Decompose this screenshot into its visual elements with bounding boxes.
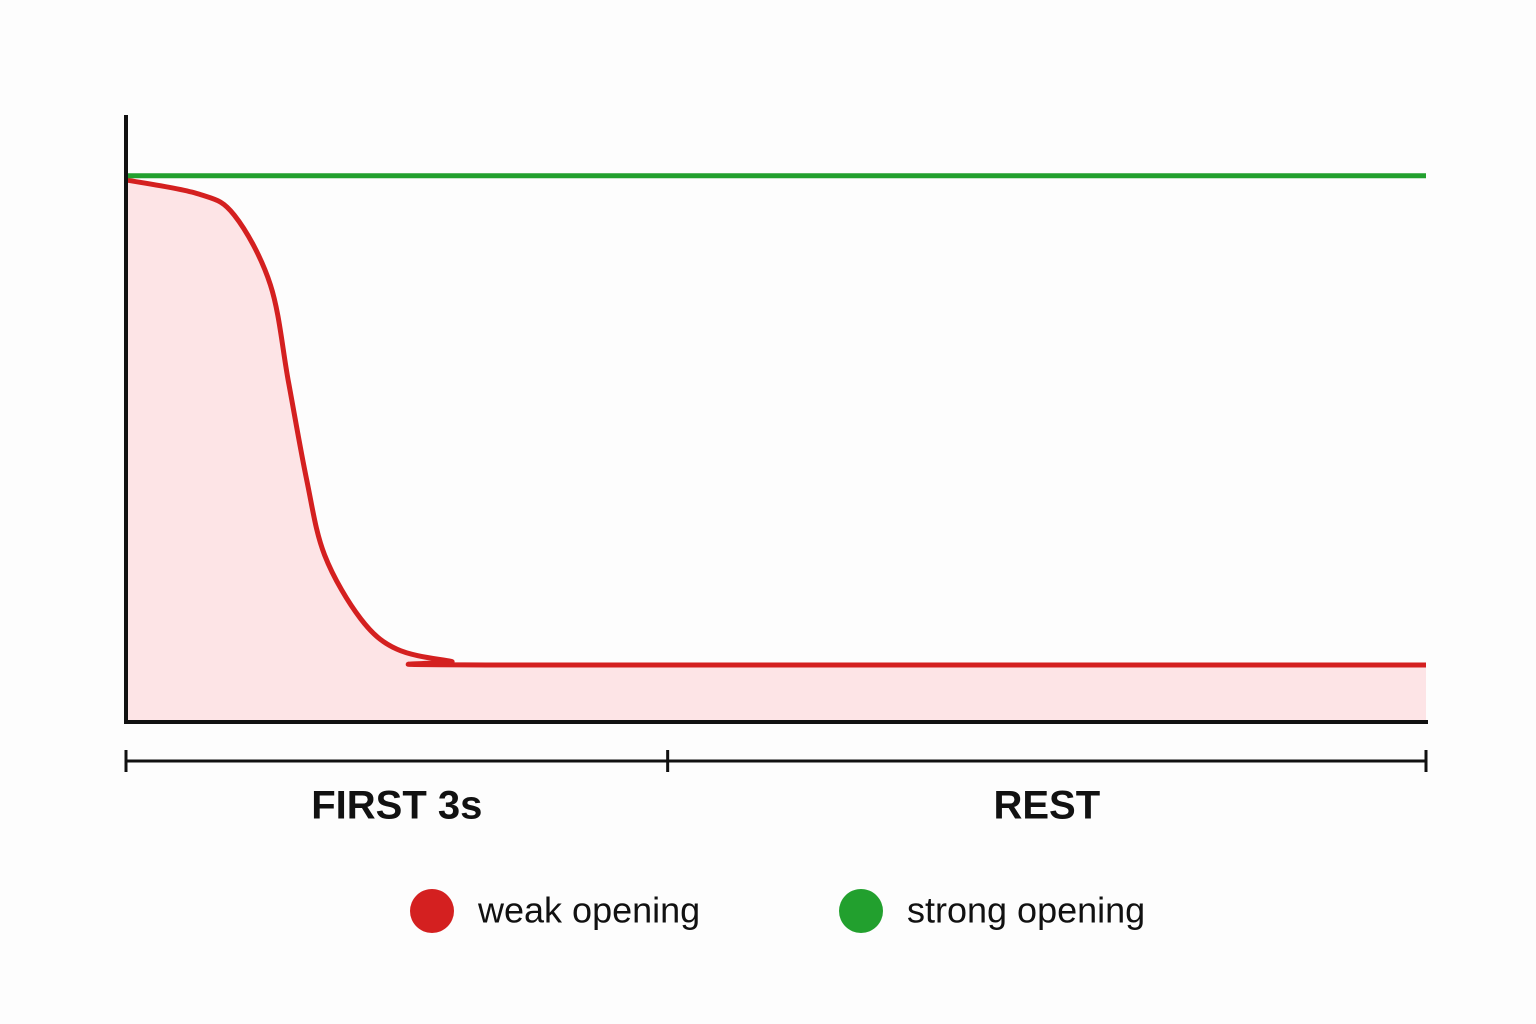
segment-label: FIRST 3s (311, 784, 482, 828)
segment-label: REST (993, 784, 1100, 828)
area (126, 179, 1426, 723)
line (125, 177, 1426, 668)
legend-swatch (839, 889, 883, 933)
legend-label: strong opening (907, 890, 1145, 931)
legend-swatch (410, 889, 454, 933)
legend-label: weak opening (477, 890, 700, 931)
